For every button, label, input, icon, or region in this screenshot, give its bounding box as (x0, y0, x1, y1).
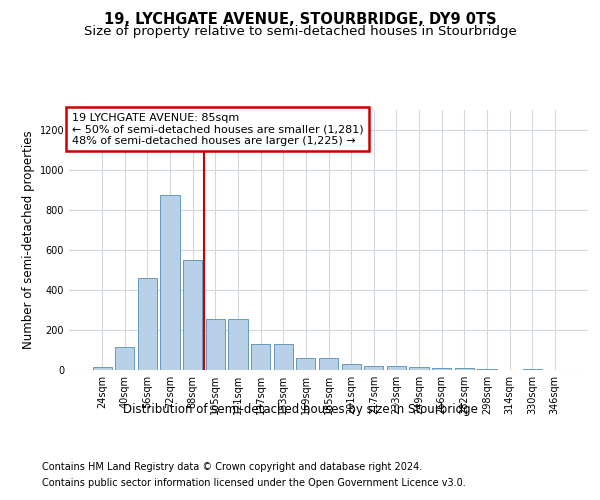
Bar (432, 368, 451, 370)
Bar (183, 260, 202, 370)
Text: Distribution of semi-detached houses by size in Stourbridge: Distribution of semi-detached houses by … (122, 402, 478, 415)
Text: Size of property relative to semi-detached houses in Stourbridge: Size of property relative to semi-detach… (83, 25, 517, 38)
Bar (477, 369, 497, 370)
Bar (274, 344, 293, 370)
Bar (409, 367, 428, 370)
Bar (115, 347, 134, 370)
Bar (387, 366, 406, 370)
Y-axis label: Number of semi-detached properties: Number of semi-detached properties (22, 130, 35, 350)
Bar (92, 367, 112, 370)
Bar (319, 358, 338, 370)
Text: Contains public sector information licensed under the Open Government Licence v3: Contains public sector information licen… (42, 478, 466, 488)
Text: Contains HM Land Registry data © Crown copyright and database right 2024.: Contains HM Land Registry data © Crown c… (42, 462, 422, 472)
Bar (523, 369, 542, 370)
Bar (160, 195, 180, 370)
Bar (206, 319, 225, 370)
Bar (296, 358, 316, 370)
Text: 19 LYCHGATE AVENUE: 85sqm
← 50% of semi-detached houses are smaller (1,281)
48% : 19 LYCHGATE AVENUE: 85sqm ← 50% of semi-… (71, 112, 363, 146)
Bar (455, 368, 474, 370)
Bar (364, 366, 383, 370)
Bar (251, 344, 270, 370)
Bar (138, 278, 157, 370)
Bar (229, 319, 248, 370)
Text: 19, LYCHGATE AVENUE, STOURBRIDGE, DY9 0TS: 19, LYCHGATE AVENUE, STOURBRIDGE, DY9 0T… (104, 12, 496, 28)
Bar (341, 364, 361, 370)
